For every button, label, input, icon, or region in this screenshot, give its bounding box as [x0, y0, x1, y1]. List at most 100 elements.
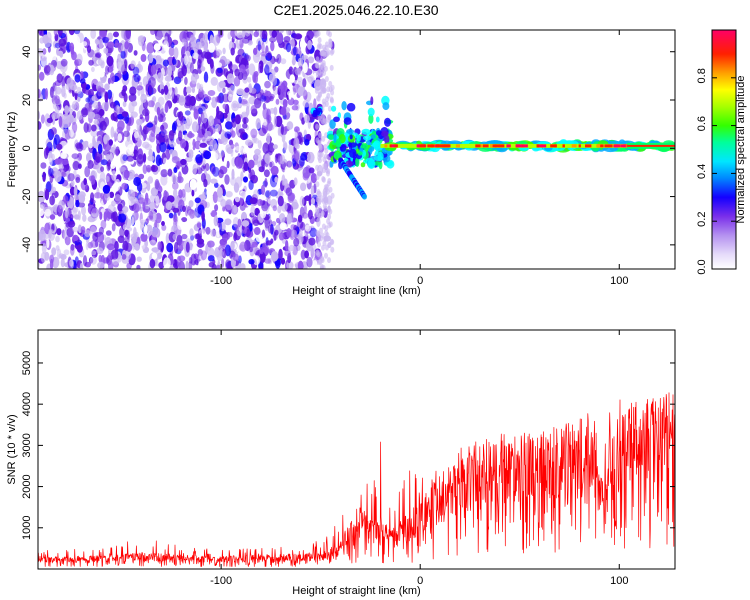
noise-speckle: [64, 236, 71, 246]
transition-blob: [329, 119, 336, 129]
tone-peak: [613, 144, 621, 148]
noise-speckle: [165, 201, 173, 211]
noise-speckle: [160, 88, 165, 95]
noise-speckle: [70, 84, 78, 91]
noise-speckle: [261, 30, 268, 40]
noise-speckle: [157, 164, 161, 172]
transition-blob: [375, 116, 380, 123]
spectrogram-heatmap: [38, 30, 675, 269]
noise-speckle: [306, 151, 315, 164]
snr-panel: -100 0 100 1000 2000 3000 4000 5000 Height of s…: [6, 329, 676, 597]
noise-fade: [323, 65, 328, 72]
noise-speckle: [221, 39, 225, 46]
tone-peak: [416, 144, 420, 148]
noise-speckle: [178, 130, 183, 142]
noise-fade: [319, 79, 324, 85]
noise-speckle: [56, 143, 63, 150]
noise-speckle: [230, 47, 235, 56]
noise-speckle: [150, 30, 156, 35]
colorbar-tick-label: 0.0: [696, 259, 708, 274]
noise-speckle: [106, 55, 114, 67]
noise-speckle: [278, 248, 283, 261]
noise-speckle: [303, 114, 310, 124]
noise-speckle: [304, 139, 310, 146]
noise-speckle: [225, 144, 232, 153]
noise-speckle: [59, 199, 63, 210]
noise-speckle: [85, 241, 89, 251]
tone-peak: [384, 144, 388, 148]
noise-speckle: [58, 38, 67, 47]
noise-speckle: [220, 149, 225, 158]
noise-speckle: [222, 47, 226, 55]
noise-speckle: [64, 105, 70, 115]
noise-speckle: [301, 30, 305, 35]
noise-speckle: [242, 133, 249, 140]
noise-speckle: [176, 111, 182, 118]
tone-peak: [442, 144, 449, 148]
noise-fade: [325, 96, 329, 103]
noise-speckle: [307, 209, 313, 220]
noise-speckle: [274, 66, 279, 73]
noise-speckle: [185, 241, 190, 253]
noise-speckle: [158, 261, 165, 269]
noise-speckle: [189, 95, 197, 107]
snr-y-tick-label: 3000: [21, 433, 33, 457]
tone-peak: [430, 144, 435, 148]
noise-speckle: [71, 153, 79, 160]
noise-speckle: [181, 233, 188, 240]
noise-speckle: [147, 225, 153, 237]
noise-speckle: [224, 174, 230, 185]
colorbar-frame: [711, 29, 737, 270]
noise-speckle: [101, 101, 109, 112]
noise-speckle: [255, 118, 261, 130]
noise-speckle: [286, 213, 292, 225]
noise-speckle: [193, 108, 199, 120]
noise-speckle: [73, 214, 80, 220]
noise-speckle: [162, 59, 169, 67]
noise-speckle: [237, 72, 244, 80]
noise-speckle: [134, 243, 140, 251]
noise-speckle: [197, 58, 202, 69]
noise-speckle: [108, 139, 114, 146]
tone-peak: [506, 144, 511, 148]
noise-speckle: [105, 175, 110, 182]
noise-speckle: [200, 81, 208, 88]
noise-fade: [321, 264, 326, 269]
noise-speckle: [289, 74, 295, 83]
noise-speckle: [276, 217, 280, 224]
noise-speckle: [209, 58, 214, 69]
noise-speckle: [266, 133, 271, 145]
noise-speckle: [191, 121, 199, 133]
noise-speckle: [257, 140, 262, 149]
noise-speckle: [60, 58, 68, 67]
noise-speckle: [308, 167, 315, 174]
noise-speckle: [307, 40, 313, 50]
transition-blob: [346, 129, 355, 134]
noise-speckle: [133, 227, 137, 237]
spectrogram-x-axis-label: Height of straight line (km): [292, 285, 420, 297]
noise-speckle: [178, 189, 183, 199]
noise-speckle: [286, 160, 293, 168]
noise-speckle: [184, 76, 188, 86]
noise-speckle: [230, 240, 235, 251]
noise-speckle: [92, 83, 95, 91]
noise-speckle: [79, 77, 86, 84]
noise-speckle: [300, 89, 307, 97]
noise-speckle: [160, 129, 168, 137]
noise-speckle: [38, 229, 46, 242]
noise-speckle: [212, 166, 220, 177]
noise-speckle: [244, 30, 251, 37]
noise-speckle: [303, 204, 307, 214]
spectrogram-y-tick-label: 40: [21, 46, 33, 58]
noise-speckle: [77, 96, 81, 102]
transition-blob: [361, 128, 371, 135]
noise-speckle: [275, 135, 282, 142]
noise-speckle: [126, 123, 131, 132]
noise-speckle: [123, 30, 131, 42]
noise-speckle: [146, 42, 155, 54]
noise-speckle: [210, 229, 216, 237]
noise-speckle: [202, 191, 206, 199]
noise-speckle: [247, 76, 252, 83]
noise-speckle: [312, 244, 317, 251]
noise-speckle: [267, 51, 272, 59]
